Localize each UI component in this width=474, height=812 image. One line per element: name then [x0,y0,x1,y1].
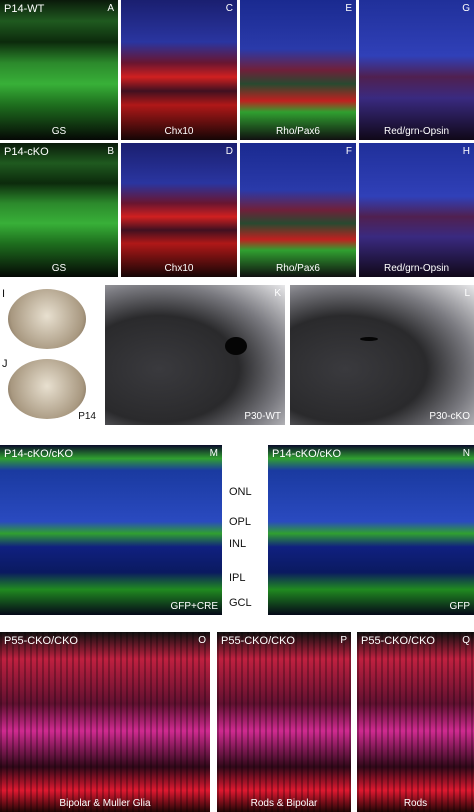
panel-letter: O [198,635,206,646]
panel-caption: GS [51,126,67,137]
panel-caption: Chx10 [164,126,194,137]
panel-caption: Chx10 [164,263,194,274]
panel-letter: Q [462,635,470,646]
panel-letter: E [345,3,352,14]
panel-caption: Red/grn-Opsin [383,126,450,137]
panel-caption: Rods & Bipolar [250,798,318,809]
panel-letter: B [107,146,114,157]
panel: O P55-CKO/CKO Bipolar & Muller Glia [0,632,210,812]
panel: C Chx10 [121,0,237,140]
panel: J P14 [0,355,100,425]
mouse-eye [225,337,247,355]
panel: N P14-cKO/cKO GFP [268,445,474,615]
panel-caption: GS [51,263,67,274]
panel: H Red/grn-Opsin [359,143,474,277]
layer-label: OPL [229,516,252,528]
panel-letter: G [462,3,470,14]
panel: D Chx10 [121,143,237,277]
eyeball [8,359,86,419]
panel-label: P55-CKO/CKO [4,635,78,647]
layer-label: INL [229,538,247,550]
panel-letter: F [345,146,352,157]
panel: E Rho/Pax6 [240,0,356,140]
eyeball [8,289,86,349]
panel-caption: P14 [78,411,96,422]
panel-label: P55-CKO/CKO [221,635,295,647]
panel-letter: D [225,146,233,157]
panel-letter: J [2,358,8,370]
panel-letter: A [107,3,114,14]
panel-letter: N [462,448,470,459]
panel-caption: Rods [403,798,428,809]
panel-label: P55-CKO/CKO [361,635,435,647]
panel-label: P14-cKO/cKO [272,448,342,460]
panel-caption: Rho/Pax6 [276,263,320,274]
layer-label: GCL [229,597,252,609]
panel-letter: P [340,635,347,646]
panel-label: P14-WT [4,3,45,15]
panel-caption: GFP [449,601,470,612]
panel-caption: Red/grn-Opsin [383,263,450,274]
panel-letter: I [2,288,6,300]
panel-letter: L [464,288,470,299]
panel-caption: GFP+CRE [170,601,218,612]
panel-label: P14-cKO [4,146,49,158]
panel-caption: Bipolar & Muller Glia [59,798,151,809]
panel-caption: Rho/Pax6 [276,126,320,137]
panel-label: P14-cKO/cKO [4,448,74,460]
layer-label: ONL [229,486,252,498]
panel-letter: K [274,288,281,299]
panel-caption: P30-cKO [429,411,470,422]
panel: A P14-WT GS [0,0,118,140]
panel: B P14-cKO GS [0,143,118,277]
panel: I [0,285,100,351]
layer-label: IPL [229,572,246,584]
panel: L P30-cKO [290,285,474,425]
panel-caption: P30-WT [244,411,281,422]
panel-letter: M [209,448,218,459]
panel: M P14-cKO/cKO GFP+CRE [0,445,222,615]
panel: G Red/grn-Opsin [359,0,474,140]
panel: P P55-CKO/CKO Rods & Bipolar [217,632,351,812]
panel: K P30-WT [105,285,285,425]
panel: Q P55-CKO/CKO Rods [357,632,474,812]
panel: F Rho/Pax6 [240,143,356,277]
panel-letter: C [225,3,233,14]
panel-letter: H [462,146,470,157]
mouse-eye [360,337,378,341]
